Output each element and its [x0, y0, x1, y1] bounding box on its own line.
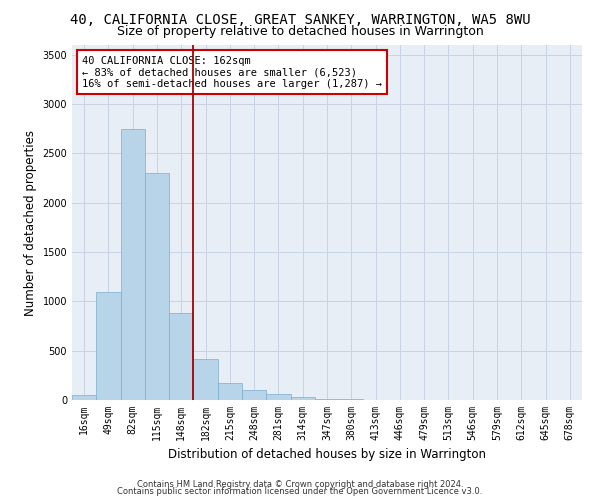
Bar — [72, 395, 96, 400]
Bar — [242, 390, 266, 400]
Text: 40, CALIFORNIA CLOSE, GREAT SANKEY, WARRINGTON, WA5 8WU: 40, CALIFORNIA CLOSE, GREAT SANKEY, WARR… — [70, 12, 530, 26]
Bar — [266, 394, 290, 400]
Bar — [315, 398, 339, 400]
Bar — [145, 173, 169, 400]
Text: Contains public sector information licensed under the Open Government Licence v3: Contains public sector information licen… — [118, 487, 482, 496]
Text: 40 CALIFORNIA CLOSE: 162sqm
← 83% of detached houses are smaller (6,523)
16% of : 40 CALIFORNIA CLOSE: 162sqm ← 83% of det… — [82, 56, 382, 89]
Bar — [121, 129, 145, 400]
Bar — [193, 358, 218, 400]
Bar — [218, 382, 242, 400]
Bar — [290, 396, 315, 400]
X-axis label: Distribution of detached houses by size in Warrington: Distribution of detached houses by size … — [168, 448, 486, 462]
Bar — [96, 292, 121, 400]
Y-axis label: Number of detached properties: Number of detached properties — [24, 130, 37, 316]
Text: Size of property relative to detached houses in Warrington: Size of property relative to detached ho… — [116, 25, 484, 38]
Text: Contains HM Land Registry data © Crown copyright and database right 2024.: Contains HM Land Registry data © Crown c… — [137, 480, 463, 489]
Bar — [339, 399, 364, 400]
Bar — [169, 313, 193, 400]
